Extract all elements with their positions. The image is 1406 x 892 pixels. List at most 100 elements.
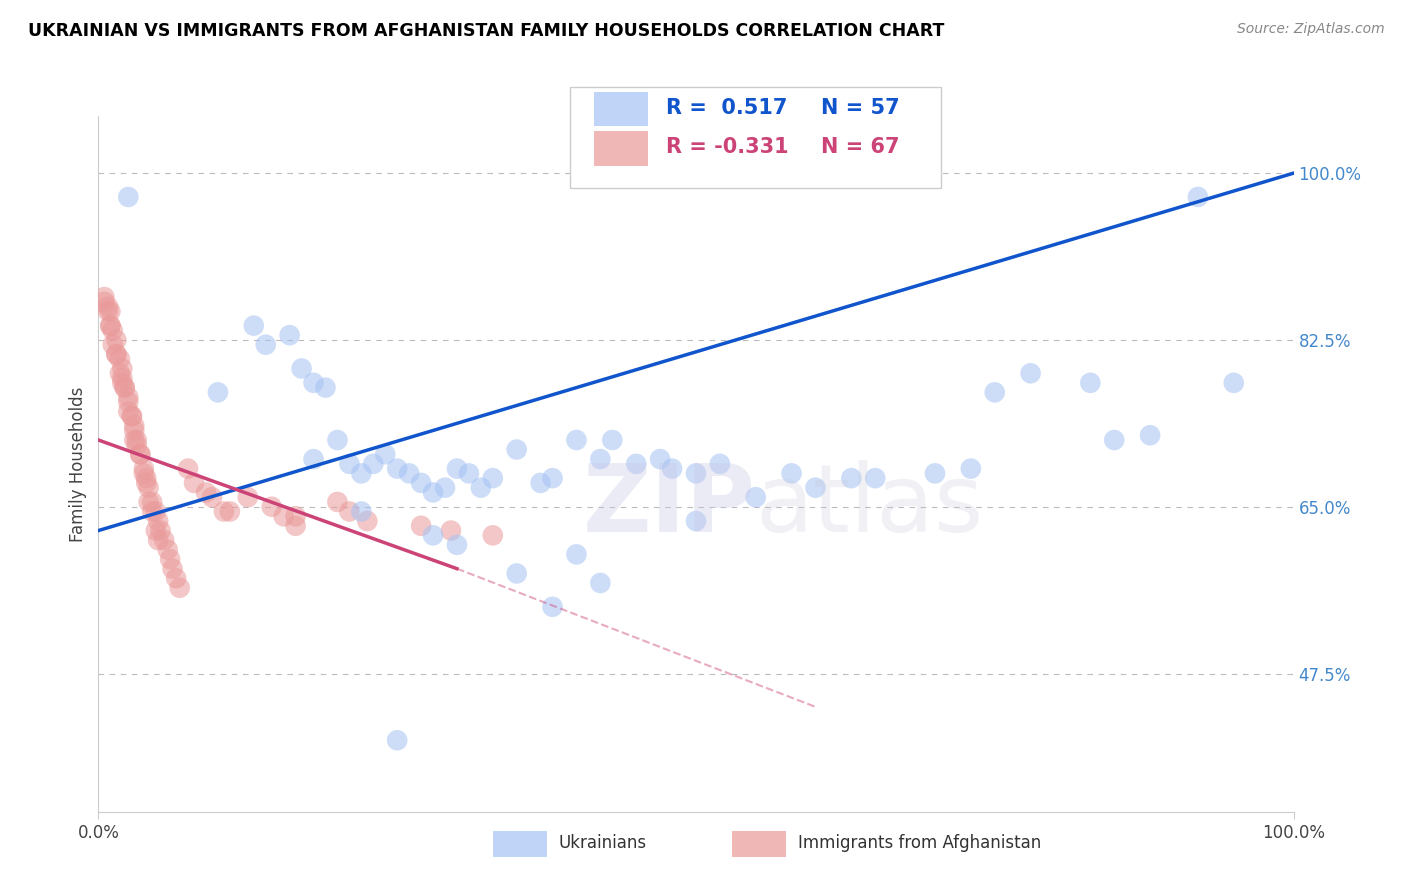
Point bbox=[398, 467, 420, 481]
Text: atlas: atlas bbox=[756, 459, 984, 551]
Point bbox=[411, 475, 433, 490]
Point bbox=[117, 395, 139, 409]
Point bbox=[260, 500, 283, 514]
Point bbox=[183, 475, 205, 490]
Point bbox=[132, 461, 155, 475]
Point bbox=[422, 485, 444, 500]
Point bbox=[278, 328, 301, 343]
Point bbox=[121, 409, 143, 424]
Point bbox=[105, 333, 128, 347]
Point bbox=[162, 562, 184, 576]
Point bbox=[541, 599, 564, 614]
Point bbox=[135, 475, 157, 490]
Point bbox=[470, 481, 492, 495]
Point bbox=[201, 490, 224, 504]
Point bbox=[337, 457, 360, 471]
Text: R = -0.331: R = -0.331 bbox=[666, 137, 789, 157]
Point bbox=[1222, 376, 1246, 390]
Point bbox=[284, 509, 307, 524]
Point bbox=[565, 548, 588, 562]
FancyBboxPatch shape bbox=[595, 131, 648, 166]
Point bbox=[302, 376, 325, 390]
Point bbox=[138, 495, 160, 509]
Point bbox=[1019, 366, 1042, 380]
Point bbox=[125, 433, 148, 447]
Text: ZIP: ZIP bbox=[583, 459, 756, 551]
Point bbox=[93, 290, 115, 304]
Point bbox=[648, 452, 672, 467]
Point bbox=[290, 361, 312, 376]
Point bbox=[121, 409, 143, 424]
Point bbox=[169, 581, 191, 595]
Point bbox=[101, 323, 124, 337]
Point bbox=[141, 495, 163, 509]
Point bbox=[1102, 433, 1125, 447]
Point bbox=[600, 433, 623, 447]
Point bbox=[124, 424, 146, 438]
Point bbox=[117, 390, 139, 404]
Point bbox=[243, 318, 266, 333]
Point bbox=[624, 457, 647, 471]
Point bbox=[105, 347, 128, 361]
Text: N = 67: N = 67 bbox=[821, 137, 900, 157]
Point bbox=[145, 504, 167, 518]
Point bbox=[839, 471, 862, 485]
Point bbox=[219, 504, 242, 518]
Point bbox=[924, 467, 946, 481]
Text: Ukrainians: Ukrainians bbox=[558, 834, 647, 852]
Point bbox=[661, 461, 683, 475]
Point bbox=[125, 438, 148, 452]
Point bbox=[385, 461, 409, 475]
Text: Source: ZipAtlas.com: Source: ZipAtlas.com bbox=[1237, 22, 1385, 37]
Point bbox=[105, 347, 128, 361]
Point bbox=[863, 471, 886, 485]
Point bbox=[207, 385, 229, 400]
Point bbox=[411, 518, 433, 533]
Point bbox=[529, 475, 551, 490]
Point bbox=[98, 318, 122, 333]
Point bbox=[98, 318, 122, 333]
Point bbox=[114, 381, 136, 395]
Point bbox=[129, 447, 152, 461]
Point bbox=[385, 733, 409, 747]
Point bbox=[363, 457, 385, 471]
Point bbox=[132, 467, 155, 481]
Point bbox=[506, 442, 529, 457]
Text: UKRAINIAN VS IMMIGRANTS FROM AFGHANISTAN FAMILY HOUSEHOLDS CORRELATION CHART: UKRAINIAN VS IMMIGRANTS FROM AFGHANISTAN… bbox=[28, 22, 945, 40]
Point bbox=[440, 524, 463, 538]
Point bbox=[135, 471, 157, 485]
Point bbox=[804, 481, 827, 495]
Point bbox=[117, 404, 139, 418]
Text: R =  0.517: R = 0.517 bbox=[666, 97, 787, 118]
Point bbox=[108, 351, 131, 366]
Point bbox=[101, 337, 124, 351]
Point bbox=[194, 485, 217, 500]
Point bbox=[138, 481, 160, 495]
Point bbox=[589, 576, 612, 591]
Point bbox=[111, 371, 134, 385]
Point bbox=[97, 304, 120, 318]
Point bbox=[159, 552, 181, 566]
Point bbox=[983, 385, 1005, 400]
Point bbox=[780, 467, 803, 481]
Point bbox=[446, 538, 468, 552]
Point bbox=[284, 518, 307, 533]
Point bbox=[685, 467, 707, 481]
Point bbox=[236, 490, 259, 504]
Point bbox=[685, 514, 707, 528]
Text: N = 57: N = 57 bbox=[821, 97, 900, 118]
Point bbox=[422, 528, 444, 542]
Point bbox=[1139, 428, 1161, 442]
Point bbox=[114, 381, 136, 395]
Point bbox=[254, 337, 277, 351]
Point bbox=[145, 524, 167, 538]
FancyBboxPatch shape bbox=[595, 92, 648, 127]
Point bbox=[302, 452, 325, 467]
Point bbox=[589, 452, 612, 467]
Point bbox=[565, 433, 588, 447]
Point bbox=[124, 433, 146, 447]
Point bbox=[350, 467, 373, 481]
Point bbox=[97, 300, 120, 314]
Text: Immigrants from Afghanistan: Immigrants from Afghanistan bbox=[797, 834, 1040, 852]
FancyBboxPatch shape bbox=[733, 830, 786, 857]
